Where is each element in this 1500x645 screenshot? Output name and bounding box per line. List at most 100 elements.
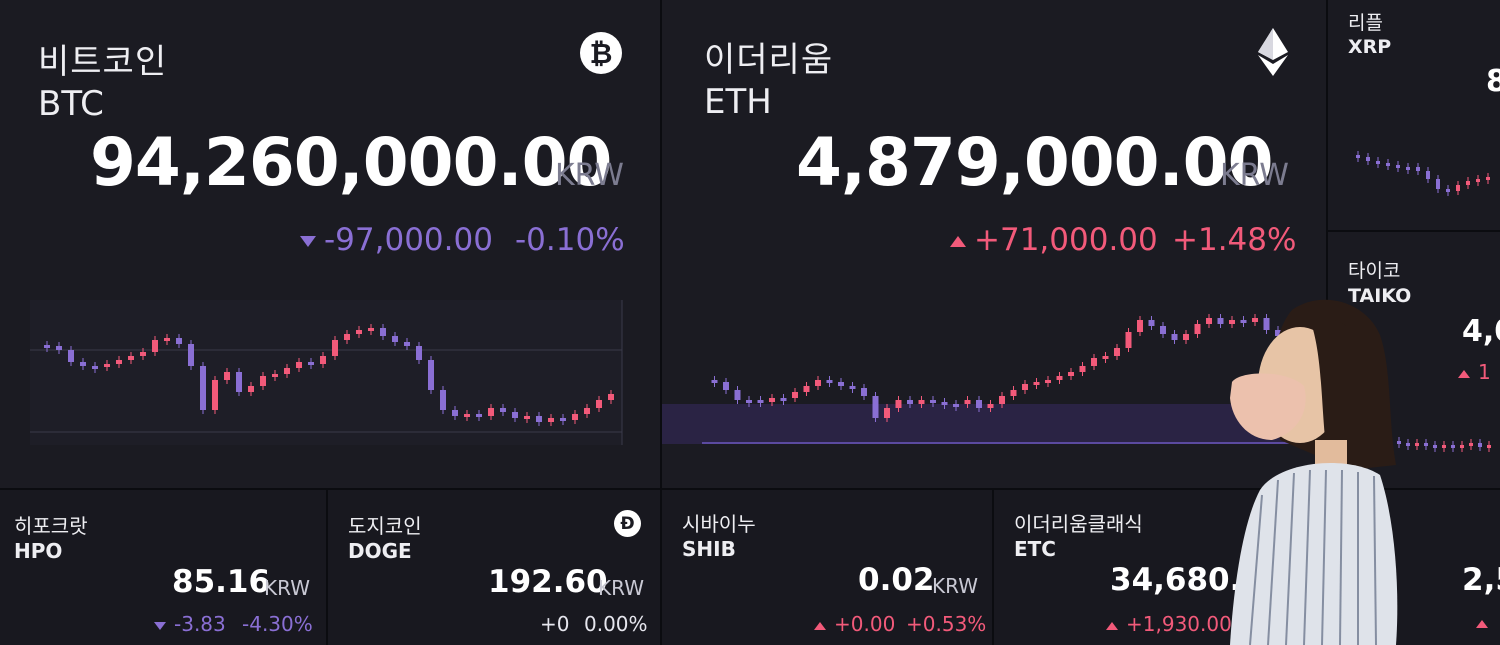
eth-candle [1263,318,1270,330]
taiko-name: 타이코 [1348,260,1401,282]
eth-candle [884,408,890,418]
doge-ticker: DOGE [348,539,412,563]
btc-candle [332,340,338,356]
doge-change: +0 [540,612,570,636]
btc-unit: KRW [555,158,624,193]
btc-chart-area [30,300,622,445]
eth-name: 이더리움 [704,40,834,80]
eth-candle [826,380,833,383]
doge-name: 도지코인 [348,514,422,538]
btc-candle [488,408,494,416]
btc-candle [92,366,98,369]
taiko-candle [1451,445,1455,448]
eth-candle [746,400,752,403]
face-mask [1230,373,1306,440]
eth-candle [1102,356,1109,359]
btc-candle [44,345,50,348]
eth-candle [1275,330,1281,336]
taiko-candle [1415,443,1419,446]
btc-candle [128,356,134,360]
btc-candle [284,368,290,374]
xrp-name: 리플 [1348,12,1383,34]
eth-candle [780,398,787,401]
taiko-candle [1460,445,1464,448]
btc-candle [584,408,590,414]
taiko-candle [1442,445,1446,448]
ethereum-icon [1258,28,1288,76]
eth-candle [930,400,936,403]
doge-tile: 도지코인 DOGE Ð 192.60 KRW +0 0.00% [328,490,660,645]
xrp-candle [1356,155,1360,158]
etc-change: +1,930.00 [1106,612,1232,636]
divider [1328,230,1500,232]
up-arrow-icon [950,236,966,247]
xrp-candle [1376,161,1380,164]
eth-candle [872,396,879,418]
taiko-change-value: 1 [1478,360,1491,384]
shib-change: +0.00 [814,612,895,636]
eth-candle [1033,382,1040,385]
btc-candle [476,414,482,417]
shib-ticker: SHIB [682,537,736,561]
eth-candle [1194,324,1201,334]
xrp-ticker: XRP [1348,36,1392,58]
etc-change-value: +1,930.00 [1126,612,1232,636]
taiko-candle [1397,441,1401,444]
xrp-candle [1416,167,1420,171]
btc-candle [440,390,446,410]
btc-candle [560,418,566,421]
btc-candle [188,344,194,366]
hpo-unit: KRW [264,576,310,600]
btc-candle [344,334,350,340]
xrp-price-chart [1356,151,1490,196]
doge-change-pct: 0.00% [584,612,648,636]
btc-price: 94,260,000.00 [90,124,612,201]
down-arrow-icon [154,621,166,630]
btc-candle [140,352,146,356]
dogecoin-icon: Ð [614,510,641,537]
eth-candle [792,392,798,398]
person-with-mask [1230,299,1398,645]
btc-candle [80,362,86,366]
btc-candle [224,372,230,380]
btc-candle [308,362,314,365]
btc-candle [548,418,554,422]
eth-candle [1160,326,1166,334]
taiko-price: 4,0 [1462,314,1500,349]
up-arrow-icon [814,621,826,630]
xrp-candle [1466,181,1470,185]
eth-candle [1137,320,1143,332]
shib-change-value: +0.00 [834,612,896,636]
side-bottom-price: 2,5 [1462,562,1500,598]
btc-change-pct: -0.10% [515,222,625,258]
etc-name: 이더리움클래식 [1014,512,1143,536]
xrp-candle [1396,165,1400,168]
xrp-price: 8 [1486,64,1500,99]
eth-candle [1091,358,1097,366]
bitcoin-icon: ₿ [580,32,622,74]
eth-candle [1148,320,1155,326]
btc-candle [176,338,182,344]
xrp-candle [1386,163,1390,166]
eth-candle [1125,332,1132,348]
xrp-candle [1446,189,1450,192]
eth-candle [953,404,959,407]
xrp-candle [1366,157,1370,161]
btc-change-value: -97,000.00 [324,222,493,258]
eth-price: 4,879,000.00 [796,124,1274,201]
eth-change-pct: +1.48% [1172,222,1297,258]
eth-candle [711,380,718,383]
eth-candle [757,400,764,403]
eth-candle [1252,318,1258,322]
btc-candle [452,410,458,416]
hpo-change-pct: -4.30% [242,612,313,636]
hpo-price: 85.16 [172,564,271,600]
eth-candle [976,400,982,408]
eth-candle [1068,372,1074,376]
btc-candle [428,360,434,390]
eth-candle [1240,320,1247,323]
xrp-candle [1456,185,1460,191]
btc-candle [596,400,602,408]
eth-candle [987,404,994,408]
hpo-change: -3.83 [154,612,226,636]
